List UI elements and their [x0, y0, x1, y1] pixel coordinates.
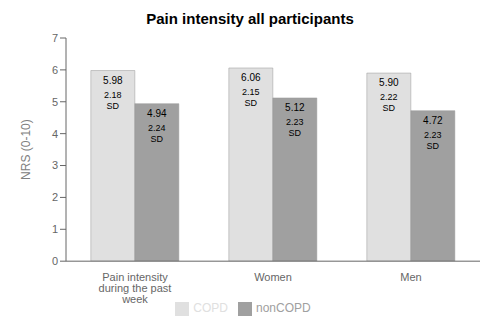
svg-text:2.24: 2.24: [148, 123, 166, 133]
svg-text:SD: SD: [383, 103, 396, 113]
svg-text:SD: SD: [289, 128, 302, 138]
svg-text:2.18: 2.18: [104, 90, 122, 100]
svg-text:SD: SD: [107, 101, 120, 111]
svg-text:6: 6: [52, 64, 58, 76]
svg-text:2: 2: [52, 191, 58, 203]
svg-text:6.06: 6.06: [241, 72, 261, 83]
svg-text:SD: SD: [151, 134, 164, 144]
svg-text:1: 1: [52, 223, 58, 235]
svg-text:0: 0: [52, 255, 58, 267]
svg-text:2.22: 2.22: [380, 92, 398, 102]
svg-text:2.23: 2.23: [286, 117, 304, 127]
svg-text:4.72: 4.72: [423, 115, 443, 126]
svg-text:Pain intensityduring the pastw: Pain intensityduring the pastweek: [99, 271, 172, 305]
svg-text:4: 4: [52, 128, 58, 140]
svg-text:4.94: 4.94: [147, 108, 167, 119]
svg-text:Women: Women: [254, 271, 292, 283]
svg-text:Men: Men: [400, 271, 421, 283]
svg-text:5.98: 5.98: [103, 75, 123, 86]
svg-text:5.90: 5.90: [379, 77, 399, 88]
svg-text:2.23: 2.23: [424, 130, 442, 140]
svg-text:SD: SD: [427, 141, 440, 151]
svg-text:7: 7: [52, 32, 58, 44]
html-text:COPD: COPD: [193, 301, 228, 316]
html-text:nonCOPD: nonCOPD: [256, 301, 311, 316]
svg-text:SD: SD: [245, 98, 258, 108]
svg-text:3: 3: [52, 159, 58, 171]
html-text:Pain intensity all participant: Pain intensity all participants: [146, 10, 354, 27]
svg-text:5: 5: [52, 96, 58, 108]
svg-text:2.15: 2.15: [242, 87, 260, 97]
svg-text:NRS (0-10): NRS (0-10): [19, 119, 33, 180]
svg-text:5.12: 5.12: [285, 102, 305, 113]
